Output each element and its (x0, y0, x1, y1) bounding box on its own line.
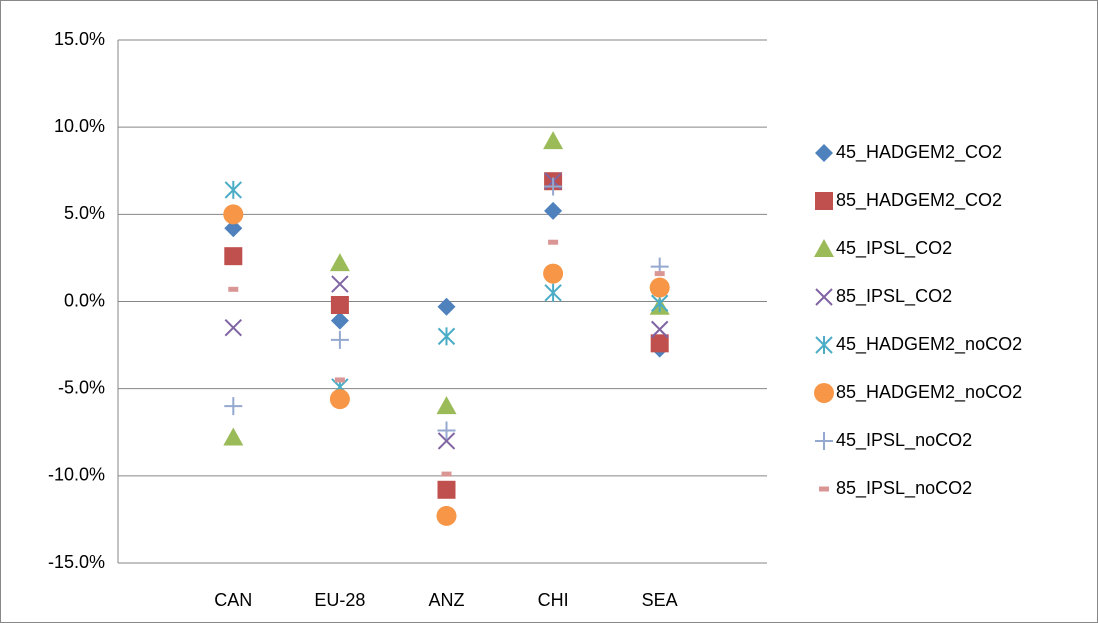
data-point (437, 432, 456, 450)
data-point (228, 286, 239, 292)
data-point (223, 427, 244, 446)
x-tick-label: ANZ (429, 590, 465, 610)
data-point (329, 253, 350, 272)
data-point (331, 275, 349, 293)
y-tick-label: -10.0% (48, 465, 105, 485)
data-point (437, 480, 456, 499)
legend-marker (815, 288, 833, 306)
data-point (329, 389, 350, 410)
legend-marker (815, 336, 833, 354)
data-point (548, 239, 559, 245)
data-point (441, 471, 452, 477)
data-point (224, 180, 243, 199)
data-point (654, 271, 665, 277)
data-point (650, 320, 669, 339)
legend-label: 45_IPSL_CO2 (836, 238, 952, 259)
data-point (650, 334, 669, 353)
legend-marker (815, 144, 833, 162)
data-point (224, 318, 243, 337)
data-point (224, 247, 243, 266)
y-tick-label: -5.0% (58, 377, 105, 397)
data-point (436, 505, 457, 526)
y-tick-label: -15.0% (48, 552, 105, 572)
legend-marker (815, 432, 833, 450)
x-tick-label: SEA (642, 590, 678, 610)
data-point (544, 201, 563, 220)
data-point (543, 263, 564, 284)
data-point (223, 204, 244, 225)
data-point (436, 396, 457, 415)
data-point (437, 327, 456, 346)
x-tick-label: CHI (538, 590, 569, 610)
legend-label: 45_HADGEM2_noCO2 (836, 334, 1022, 355)
data-point (330, 311, 349, 330)
data-point (334, 377, 345, 383)
data-point (543, 131, 564, 150)
data-point (330, 330, 349, 349)
data-point (437, 421, 456, 440)
x-tick-label: EU-28 (314, 590, 365, 610)
legend-marker (814, 383, 834, 403)
legend-label: 85_HADGEM2_CO2 (836, 190, 1002, 211)
data-point (224, 397, 243, 416)
data-point (224, 219, 243, 238)
data-point (330, 295, 349, 314)
legend-label: 85_HADGEM2_noCO2 (836, 382, 1022, 403)
legend-label: 45_IPSL_noCO2 (836, 430, 972, 451)
data-point (544, 283, 562, 302)
data-point (544, 177, 563, 196)
data-point (437, 297, 456, 316)
data-point (649, 277, 670, 298)
y-tick-label: 0.0% (64, 290, 105, 310)
legend-label: 85_IPSL_noCO2 (836, 478, 972, 499)
y-tick-label: 15.0% (54, 29, 105, 49)
x-tick-label: CAN (214, 590, 252, 610)
legend-label: 85_IPSL_CO2 (836, 286, 952, 307)
legend-marker (814, 239, 834, 257)
y-tick-label: 5.0% (64, 203, 105, 223)
legend-marker (819, 486, 829, 492)
y-tick-label: 10.0% (54, 116, 105, 136)
legend-marker (815, 192, 833, 210)
legend-label: 45_HADGEM2_CO2 (836, 142, 1002, 163)
